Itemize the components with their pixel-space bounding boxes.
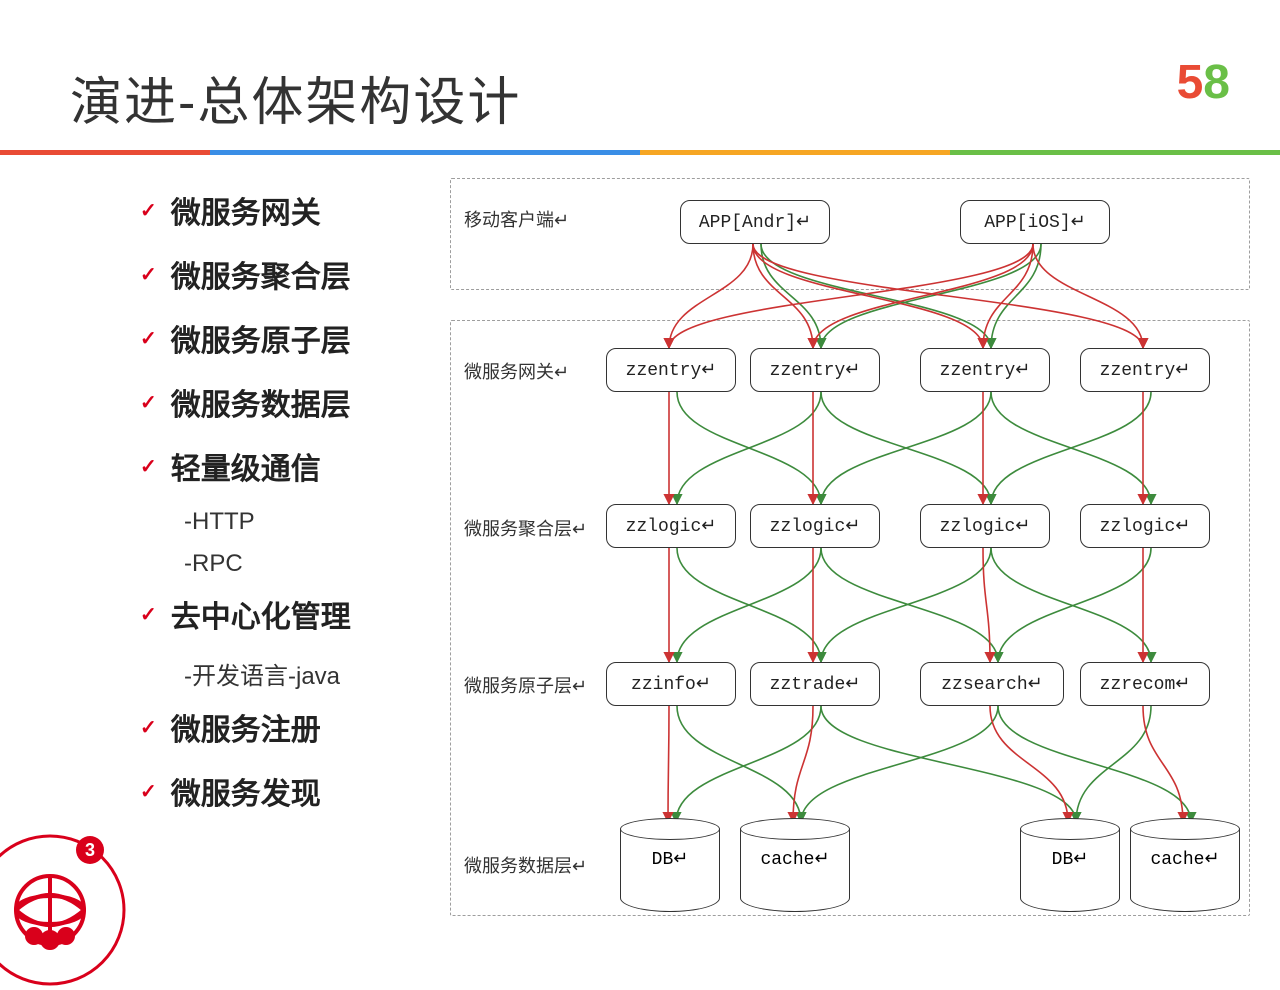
check-icon: ✓: [140, 715, 157, 740]
bullet-list: ✓ 微服务网关 ✓ 微服务聚合层 ✓ 微服务原子层 ✓ 微服务数据层 ✓ 轻量级通信 -HTTP -R…: [140, 188, 450, 833]
decor-globe-icon: 3: [0, 830, 130, 990]
diagram-node: zzentry↵: [750, 348, 880, 392]
check-icon: ✓: [140, 454, 157, 479]
layer-label: 微服务数据层↵: [464, 852, 587, 878]
diagram-node: zzentry↵: [920, 348, 1050, 392]
bullet-text: 微服务聚合层: [171, 252, 351, 296]
cylinder-label: cache↵: [1130, 848, 1240, 870]
bullet-sub: -RPC: [184, 550, 450, 578]
divider-segment: [640, 150, 950, 155]
diagram-node: zzlogic↵: [920, 504, 1050, 548]
bullet-sub: -HTTP: [184, 508, 450, 536]
diagram-node: zzlogic↵: [750, 504, 880, 548]
bullet-item: ✓ 去中心化管理: [140, 592, 450, 636]
cylinder-label: cache↵: [740, 848, 850, 870]
diagram-node: zzentry↵: [606, 348, 736, 392]
diagram-node: APP[iOS]↵: [960, 200, 1110, 244]
bullet-item: ✓ 微服务聚合层: [140, 252, 450, 296]
bullet-item: ✓ 微服务原子层: [140, 316, 450, 360]
bullet-text: 微服务数据层: [171, 380, 351, 424]
layer-label: 微服务聚合层↵: [464, 515, 587, 541]
architecture-diagram: 移动客户端↵ 微服务网关↵ 微服务聚合层↵ 微服务原子层↵ 微服务数据层↵ APP[And…: [450, 178, 1260, 948]
divider-segment: [0, 150, 210, 155]
cylinder-label: DB↵: [620, 848, 720, 870]
cylinder-label: DB↵: [1020, 848, 1120, 870]
diagram-node: zztrade↵: [750, 662, 880, 706]
layer-label: 微服务网关↵: [464, 358, 569, 384]
diagram-node: zzrecom↵: [1080, 662, 1210, 706]
bullet-sub: -开发语言-java: [184, 656, 450, 691]
bullet-item: ✓ 微服务注册: [140, 705, 450, 749]
decor-badge-text: 3: [85, 840, 95, 860]
diagram-cylinder: cache↵: [740, 818, 850, 912]
diagram-cylinder: DB↵: [620, 818, 720, 912]
diagram-node: zzlogic↵: [1080, 504, 1210, 548]
logo-58: 58: [1177, 55, 1230, 110]
check-icon: ✓: [140, 779, 157, 804]
diagram-node: zzlogic↵: [606, 504, 736, 548]
logo-eight: 8: [1203, 56, 1230, 109]
divider-segment: [950, 150, 1280, 155]
bullet-item: ✓ 微服务数据层: [140, 380, 450, 424]
layer-label: 移动客户端↵: [464, 206, 569, 232]
diagram-cylinder: DB↵: [1020, 818, 1120, 912]
diagram-node: zzinfo↵: [606, 662, 736, 706]
bullet-text: 微服务网关: [171, 188, 321, 232]
bullet-item: ✓ 微服务网关: [140, 188, 450, 232]
bullet-text: 去中心化管理: [171, 592, 351, 636]
check-icon: ✓: [140, 262, 157, 287]
bullet-text: 微服务发现: [171, 769, 321, 813]
bullet-item: ✓ 微服务发现: [140, 769, 450, 813]
diagram-node: zzsearch↵: [920, 662, 1064, 706]
diagram-cylinder: cache↵: [1130, 818, 1240, 912]
divider-segment: [210, 150, 640, 155]
bullet-text: 微服务原子层: [171, 316, 351, 360]
page-title: 演进-总体架构设计: [70, 60, 521, 135]
check-icon: ✓: [140, 326, 157, 351]
diagram-layer: [450, 178, 1250, 290]
check-icon: ✓: [140, 390, 157, 415]
bullet-text: 微服务注册: [171, 705, 321, 749]
bullet-item: ✓ 轻量级通信: [140, 444, 450, 488]
diagram-node: zzentry↵: [1080, 348, 1210, 392]
diagram-node: APP[Andr]↵: [680, 200, 830, 244]
divider-bar: [0, 150, 1280, 155]
layer-label: 微服务原子层↵: [464, 672, 587, 698]
check-icon: ✓: [140, 198, 157, 223]
logo-five: 5: [1177, 56, 1204, 109]
bullet-text: 轻量级通信: [171, 444, 321, 488]
check-icon: ✓: [140, 602, 157, 627]
